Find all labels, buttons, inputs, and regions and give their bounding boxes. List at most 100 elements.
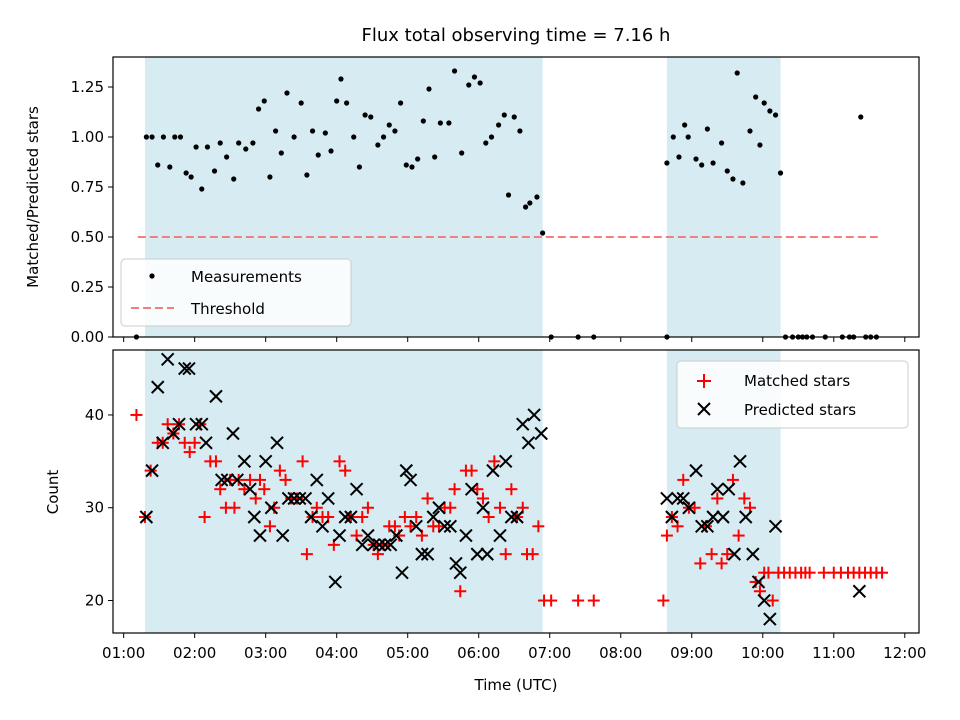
measurement-point — [231, 176, 237, 182]
predicted-star-point — [493, 528, 507, 543]
predicted-legend-marker — [697, 402, 711, 416]
predicted-star-point — [270, 436, 284, 450]
predicted-star-point — [437, 519, 452, 534]
predicted-star-point — [432, 501, 446, 515]
measurement-point — [149, 134, 155, 140]
bottom-y-axis-label: Count — [44, 470, 62, 515]
measurement-point — [699, 162, 705, 168]
matched-star-point — [505, 483, 518, 496]
predicted-star-point — [746, 547, 760, 561]
measurement-point — [304, 172, 310, 178]
matched-star-point — [488, 455, 501, 468]
measurement-point — [767, 108, 773, 114]
measurement-point — [505, 192, 512, 198]
x-axis-label: Time (UTC) — [474, 676, 558, 694]
matched-star-point — [738, 492, 751, 505]
matched-star-point — [545, 594, 558, 607]
matched-star-point — [263, 520, 276, 533]
predicted-star-point — [226, 426, 240, 441]
measurement-point — [730, 176, 736, 182]
predicted-star-point — [480, 547, 494, 561]
y-tick-label: 30 — [85, 499, 104, 517]
y-tick-label: 0.25 — [71, 278, 104, 296]
measurement-point — [734, 70, 740, 76]
measurement-point — [172, 134, 178, 140]
predicted-star-point — [403, 473, 418, 487]
measurement-point — [724, 168, 730, 174]
measurement-point — [167, 164, 173, 170]
predicted-star-point — [298, 491, 313, 506]
predicted-star-point — [332, 528, 347, 543]
predicted-star-point — [209, 389, 223, 404]
x-tick-label: 03:00 — [244, 644, 287, 662]
top-y-axis: 0.00 0.25 0.50 0.75 1.00 1.25 — [71, 78, 113, 346]
predicted-star-point — [676, 491, 690, 506]
predicted-star-point — [504, 510, 519, 524]
measurement-point — [368, 114, 374, 120]
predicted-star-point — [293, 491, 307, 506]
predicted-star-point — [464, 482, 479, 496]
measurement-point — [199, 186, 205, 192]
measurement-point — [740, 180, 746, 186]
legend-label-matched: Matched stars — [744, 372, 850, 390]
predicted-star-point — [689, 463, 703, 478]
predicted-star-point — [751, 575, 766, 589]
x-tick-label: 10:00 — [741, 644, 784, 662]
top-y-axis-label: Matched/Predicted stars — [24, 106, 42, 288]
matched-star-point — [705, 548, 718, 561]
matched-star-point — [410, 511, 423, 524]
predicted-star-point — [258, 454, 273, 469]
measurement-point — [351, 134, 357, 140]
x-tick-label: 05:00 — [386, 644, 429, 662]
x-tick-label: 07:00 — [528, 644, 571, 662]
measurement-point — [483, 140, 489, 146]
matched-star-point — [494, 501, 507, 514]
measurement-point — [757, 142, 763, 148]
matched-star-point — [454, 585, 467, 598]
matched-star-point — [388, 520, 401, 533]
predicted-star-point — [739, 510, 753, 524]
matched-star-point — [404, 520, 417, 533]
predicted-star-point — [852, 584, 867, 598]
matched-star-point — [273, 464, 286, 477]
predicted-star-point — [355, 538, 369, 552]
matched-star-point — [766, 594, 779, 607]
measurement-point — [534, 194, 540, 200]
measurement-point — [334, 98, 340, 104]
predicted-star-point — [199, 436, 213, 450]
predicted-star-point — [383, 538, 398, 552]
predicted-star-point — [716, 510, 730, 524]
measurement-point — [291, 134, 297, 140]
matched-star-point — [144, 464, 157, 477]
predicted-star-point — [527, 408, 541, 422]
measurement-point — [250, 140, 256, 146]
matched-star-point — [572, 594, 585, 607]
measurements-series — [133, 68, 879, 340]
measurement-point — [426, 86, 432, 92]
matched-star-point — [183, 446, 196, 459]
matched-star-point — [214, 483, 227, 496]
measurement-point — [224, 154, 230, 160]
x-tick-label: 12:00 — [883, 644, 926, 662]
chart-title: Flux total observing time = 7.16 h — [362, 25, 671, 46]
bottom-y-axis: 20 30 40 — [85, 406, 113, 610]
matched-star-point — [300, 548, 313, 561]
matched-star-point — [587, 594, 600, 607]
predicted-star-point — [247, 510, 262, 524]
predicted-star-point — [172, 417, 186, 431]
matched-star-point — [444, 501, 457, 514]
predicted-star-point — [399, 463, 413, 478]
matched-star-point — [188, 436, 201, 449]
measurement-point — [243, 146, 249, 152]
x-tick-label: 11:00 — [812, 644, 855, 662]
measurement-point — [446, 120, 452, 126]
predicted-star-point — [443, 519, 458, 534]
measurement-point — [398, 100, 404, 106]
measurement-point — [403, 162, 409, 168]
predicted-star-point — [344, 510, 358, 524]
predicted-star-point — [321, 491, 335, 506]
predicted-star-point — [378, 538, 392, 552]
predicted-star-point — [237, 454, 252, 469]
matched-star-point — [253, 473, 266, 486]
matched-star-point — [532, 520, 545, 533]
